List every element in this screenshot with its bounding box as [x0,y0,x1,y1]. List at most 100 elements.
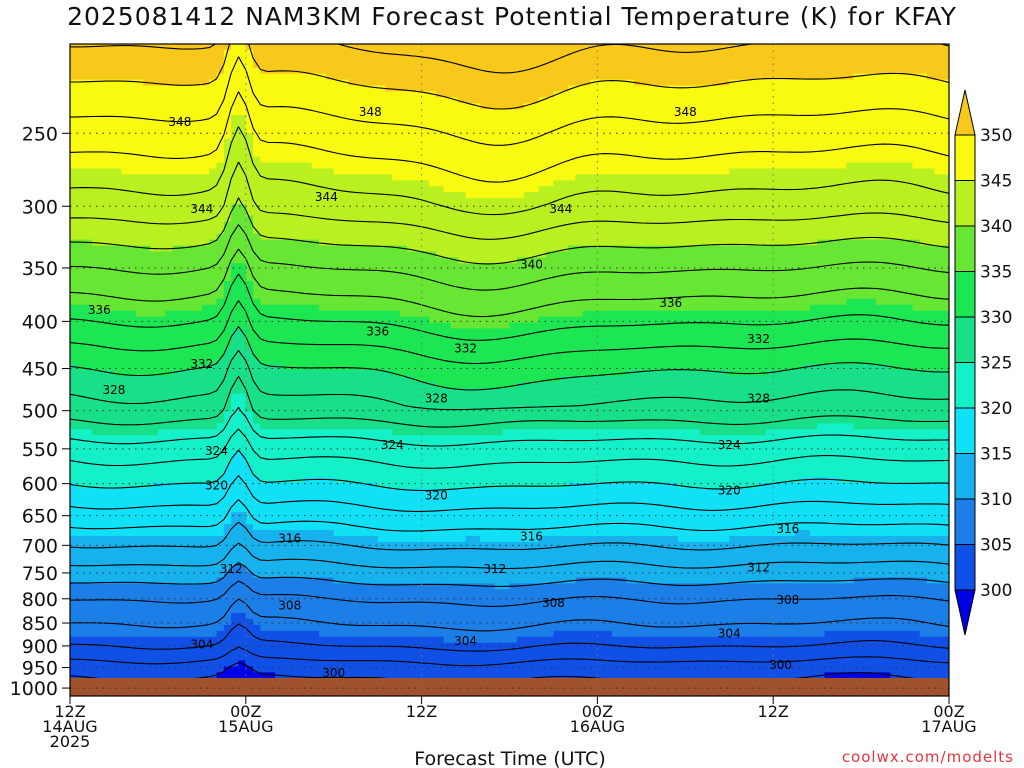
theta-cell [311,429,320,436]
theta-cell [355,547,364,555]
theta-cell [319,494,327,501]
theta-cell [304,666,313,673]
theta-cell [275,126,284,134]
theta-cell [333,375,342,383]
theta-cell [377,618,386,626]
theta-cell [209,281,218,288]
theta-cell [333,654,342,662]
theta-cell [223,322,232,330]
theta-cell [121,227,130,235]
theta-cell [238,571,247,579]
theta-cell [128,399,137,407]
theta-cell [370,233,379,241]
theta-cell [106,340,115,347]
theta-cell [311,251,320,258]
theta-cell [201,281,210,288]
theta-cell [253,399,262,407]
theta-cell [267,310,276,318]
theta-cell [326,150,335,158]
theta-cell [113,162,122,170]
theta-cell [377,340,386,347]
theta-cell [267,417,276,424]
theta-cell [157,405,166,413]
theta-cell [209,73,218,81]
theta-cell [194,375,203,383]
theta-cell [326,648,335,656]
theta-cell [187,269,196,276]
theta-cell [209,607,218,614]
theta-cell [113,316,122,324]
theta-cell [187,162,196,170]
theta-cell [341,411,349,419]
theta-cell [135,91,144,98]
theta-cell [84,458,93,466]
theta-cell [392,91,401,98]
theta-cell [326,601,335,608]
theta-cell [223,494,232,501]
theta-cell [201,375,210,383]
theta-cell [384,387,393,395]
theta-cell [267,150,276,158]
theta-cell [165,73,174,81]
theta-cell [172,370,181,377]
theta-cell [209,423,218,430]
theta-cell [70,618,78,626]
theta-cell [384,381,393,389]
theta-cell [84,642,93,650]
theta-cell [363,547,371,555]
theta-cell [267,452,276,460]
theta-cell [289,352,298,359]
theta-cell [135,346,144,353]
theta-cell [377,435,386,442]
theta-cell [355,263,364,270]
theta-cell [99,375,108,383]
theta-cell [91,393,100,401]
theta-cell [311,399,320,407]
theta-cell [297,393,305,401]
theta-cell [99,613,108,620]
theta-cell [216,375,225,383]
theta-cell [201,109,210,116]
theta-cell [128,44,137,51]
theta-cell [341,589,349,596]
theta-cell [143,67,152,75]
theta-cell [70,470,78,478]
theta-cell [384,535,393,543]
theta-cell [238,547,247,555]
theta-cell [113,630,122,638]
theta-cell [99,565,108,573]
theta-cell [179,150,188,158]
theta-cell [341,221,349,229]
theta-cell [275,304,284,312]
theta-cell [187,613,196,620]
theta-cell [326,381,335,389]
theta-cell [363,61,371,69]
theta-cell [172,375,181,383]
theta-cell [333,636,342,644]
theta-cell [143,49,152,57]
theta-cell [377,298,386,306]
theta-cell [143,630,152,638]
theta-cell [194,411,203,419]
theta-cell [289,577,298,584]
theta-cell [326,316,335,324]
theta-cell [223,518,232,525]
theta-cell [84,411,93,419]
theta-cell [70,387,78,395]
theta-cell [355,381,364,389]
theta-cell [377,61,386,69]
theta-cell [106,405,115,413]
theta-cell [70,85,78,93]
theta-cell [157,577,166,584]
theta-cell [70,648,78,656]
theta-cell [326,393,335,401]
theta-cell [348,660,357,667]
theta-cell [275,607,284,614]
theta-cell [106,506,115,513]
theta-cell [319,275,327,282]
theta-cell [216,530,225,537]
theta-cell [238,322,247,330]
theta-cell [253,387,262,395]
theta-cell [348,91,357,98]
theta-cell [311,387,320,395]
